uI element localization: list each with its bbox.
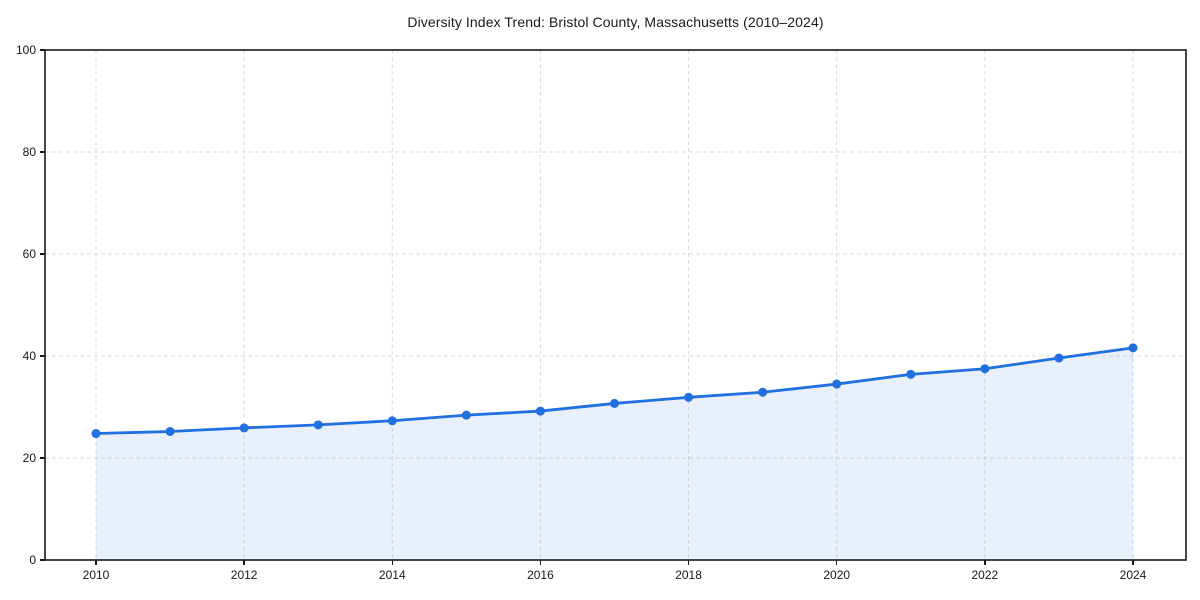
x-tick-label: 2018: [675, 568, 702, 582]
data-point-marker: [832, 379, 842, 389]
data-point-marker: [387, 416, 397, 426]
x-tick-mark: [835, 560, 838, 565]
area-fill: [96, 347, 1133, 560]
data-point-marker: [980, 364, 990, 374]
chart-title: Diversity Index Trend: Bristol County, M…: [407, 14, 824, 30]
data-point-marker: [461, 410, 471, 420]
x-tick-label: 2020: [823, 568, 851, 582]
x-tick-label: 2014: [378, 568, 406, 582]
y-tick-mark: [40, 355, 45, 357]
y-tick-label: 40: [22, 349, 36, 363]
plot-border: [44, 49, 1187, 561]
x-tick-mark: [1132, 560, 1134, 565]
data-point-marker: [1054, 353, 1064, 363]
y-tick-mark: [40, 151, 45, 153]
y-tick-label: 80: [22, 145, 36, 159]
x-tick-mark: [95, 560, 97, 565]
data-point-marker: [535, 406, 545, 416]
y-tick-mark: [40, 253, 45, 255]
diversity-index-line-chart: [44, 49, 1187, 561]
x-tick-mark: [391, 560, 394, 565]
data-point-marker: [239, 423, 249, 433]
data-point-marker: [313, 420, 323, 430]
x-tick-label: 2012: [230, 568, 258, 582]
x-tick-label: 2010: [82, 568, 110, 582]
data-point-marker: [91, 429, 101, 439]
x-tick-mark: [984, 560, 986, 565]
data-point-marker: [758, 387, 768, 397]
x-tick-mark: [243, 560, 245, 565]
y-tick-label: 20: [22, 451, 36, 465]
y-tick-mark: [40, 559, 45, 561]
data-point-marker: [610, 398, 619, 408]
y-tick-label: 60: [22, 247, 36, 261]
y-tick-label: 100: [15, 43, 36, 57]
x-tick-label: 2016: [527, 568, 554, 582]
x-tick-label: 2024: [1119, 568, 1147, 582]
x-tick-mark: [539, 560, 542, 565]
y-tick-mark: [40, 49, 45, 51]
data-point-marker: [1128, 343, 1138, 353]
data-point-marker: [165, 426, 175, 436]
plot-area: [44, 49, 1187, 561]
data-point-marker: [906, 369, 916, 379]
y-tick-label: 0: [29, 553, 36, 567]
y-tick-mark: [40, 457, 45, 459]
data-point-marker: [684, 392, 694, 402]
x-tick-label: 2022: [971, 568, 999, 582]
x-tick-mark: [687, 560, 690, 565]
